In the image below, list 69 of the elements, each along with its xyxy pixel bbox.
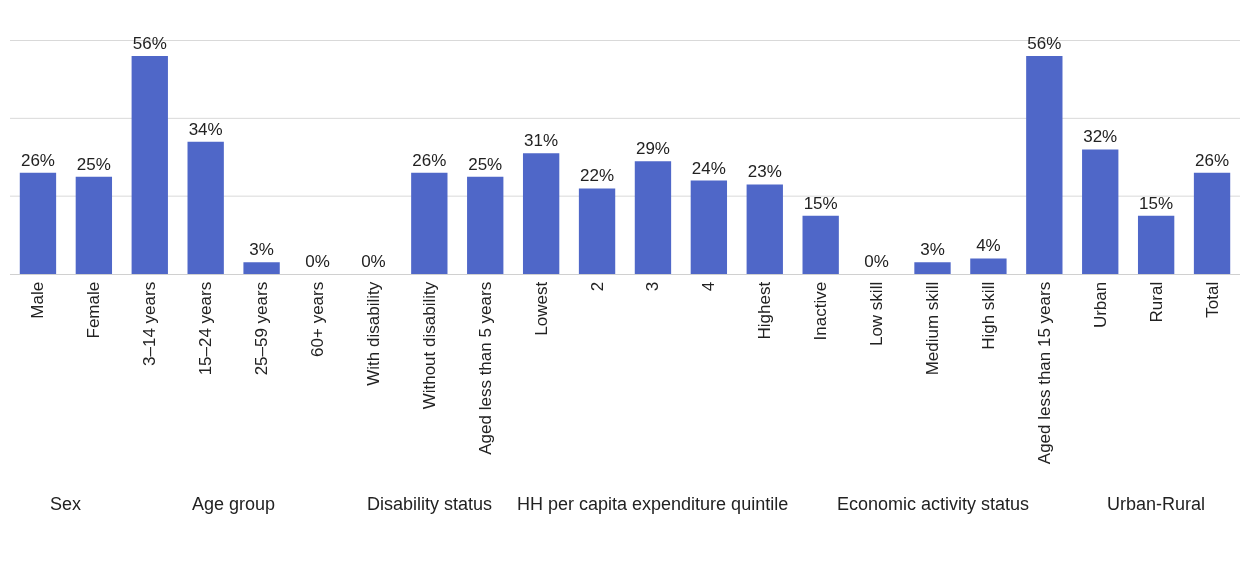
bar — [75, 176, 113, 274]
bar — [19, 172, 57, 274]
x-tick-label: Without disability — [419, 281, 439, 410]
bar — [690, 180, 728, 274]
data-label: 31% — [524, 131, 559, 151]
data-label: 25% — [468, 154, 503, 174]
bar — [1026, 56, 1063, 274]
bar — [802, 215, 839, 274]
bar — [746, 184, 783, 274]
bar — [970, 258, 1007, 274]
data-label: 26% — [1195, 150, 1230, 170]
data-label: 22% — [580, 166, 615, 186]
data-label: 15% — [803, 193, 838, 213]
x-tick-label: 25–59 years — [252, 281, 272, 376]
data-label: 24% — [691, 158, 726, 178]
x-tick-label: Urban — [1090, 281, 1110, 329]
bar — [131, 56, 168, 274]
data-label: 0% — [864, 252, 889, 271]
x-tick-label: With disability — [363, 281, 383, 386]
data-label: 26% — [412, 150, 447, 170]
x-tick-label: Rural — [1146, 281, 1166, 323]
x-tick-label: 15–24 years — [196, 281, 216, 376]
data-label: 15% — [1139, 193, 1174, 213]
data-label: 56% — [132, 34, 167, 54]
x-tick-label: Low skill — [867, 281, 887, 347]
text: Sex — [50, 494, 82, 514]
data-label: 25% — [76, 154, 111, 174]
text: Urban-Rural — [1107, 494, 1206, 514]
x-tick-label: Inactive — [811, 281, 831, 341]
x-tick-label: 2 — [587, 281, 607, 292]
bar — [187, 141, 224, 274]
bar — [243, 262, 280, 274]
data-label: 32% — [1083, 127, 1118, 147]
text: Age group — [192, 494, 276, 514]
text: HH per capita expenditure quintile — [517, 494, 789, 514]
x-tick-label: Male — [28, 281, 48, 319]
bar — [1082, 149, 1119, 274]
bar — [1137, 215, 1175, 274]
bar — [578, 188, 616, 274]
data-label: 3% — [920, 240, 945, 260]
x-tick-label: 4 — [699, 281, 719, 292]
x-tick-label: High skill — [978, 281, 998, 350]
data-label: 26% — [20, 150, 55, 170]
data-label: 0% — [361, 252, 386, 271]
text: Economic activity status — [837, 494, 1030, 514]
data-label: 29% — [635, 139, 670, 159]
bar — [634, 161, 672, 274]
x-tick-label: Aged less than 15 years — [1034, 281, 1054, 465]
data-label: 23% — [747, 162, 782, 182]
x-tick-label: 3 — [643, 281, 663, 292]
x-tick-label: Medium skill — [923, 281, 943, 376]
bar — [522, 153, 560, 274]
data-label: 0% — [305, 252, 330, 271]
x-tick-label: Aged less than 5 years — [475, 281, 495, 455]
data-label: 4% — [976, 236, 1001, 256]
x-tick-label: Highest — [755, 281, 775, 340]
data-label: 56% — [1027, 34, 1062, 54]
x-tick-label: Lowest — [531, 281, 551, 336]
data-label: 3% — [249, 240, 274, 260]
x-tick-label: Total — [1202, 281, 1222, 318]
text: Disability status — [367, 494, 493, 514]
bar — [1193, 172, 1231, 274]
data-label: 34% — [188, 119, 223, 139]
bar — [914, 262, 951, 274]
x-tick-label: 3–14 years — [140, 281, 160, 366]
x-tick-label: Female — [84, 281, 104, 339]
bar — [467, 176, 504, 274]
bar — [411, 172, 448, 274]
x-tick-label: 60+ years — [308, 281, 328, 357]
